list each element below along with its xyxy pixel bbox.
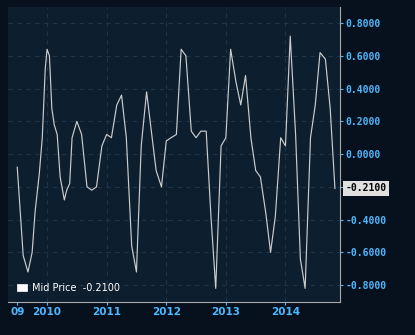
Text: -0.2100: -0.2100 (346, 184, 387, 194)
Legend: Mid Price  -0.2100: Mid Price -0.2100 (13, 279, 124, 296)
